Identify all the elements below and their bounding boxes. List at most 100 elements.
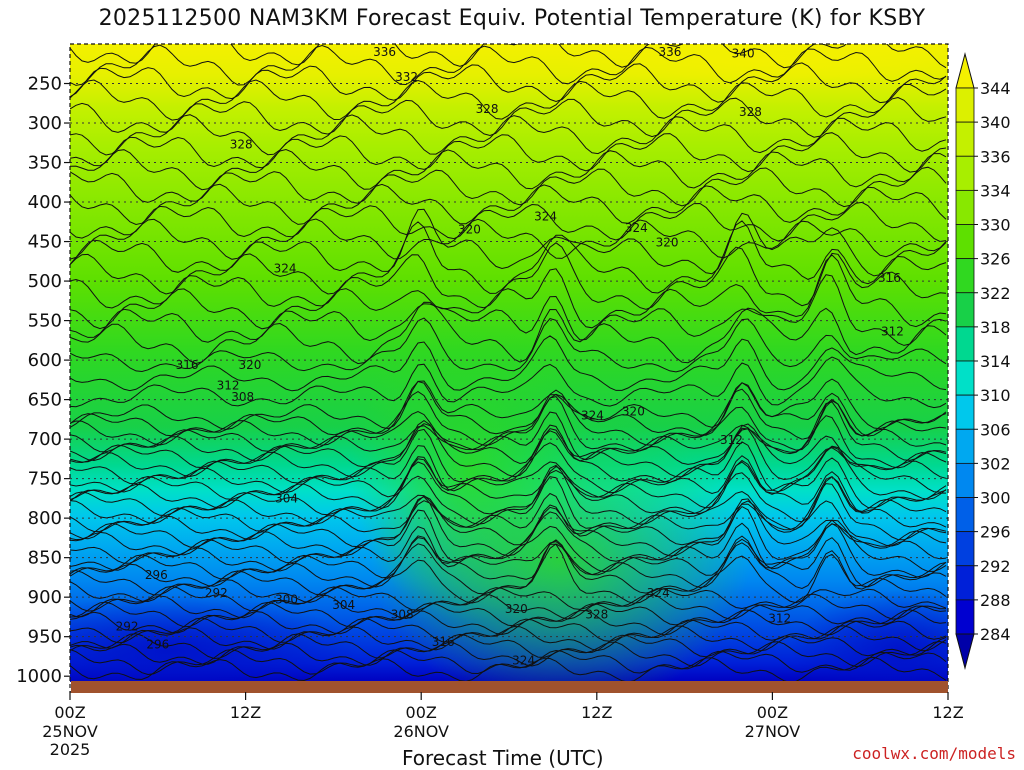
colorbar-label: 300 [980,489,1011,508]
y-tick-label-500: 500 [28,271,62,292]
colorbar-labels: 344 340 336 334 330 326 322 318 314 310 306 302 300 2… [974,79,1011,644]
colorbar-swatch [955,87,975,123]
contour-label: 308 [231,390,254,404]
contour-label: 312 [768,612,791,626]
contour-line [70,79,947,121]
contour-line [70,96,947,138]
contour-line [70,208,947,277]
colorbar-swatch [955,189,975,225]
contour-line [70,656,947,682]
x-tick-year-0: 2025 [50,740,91,759]
contour-label: 308 [391,608,414,622]
y-tick-label-400: 400 [28,192,62,213]
contour-label: 304 [275,491,298,505]
x-tick-label-5: 12Z [932,703,963,722]
contour-label: 320 [458,223,481,237]
colorbar-label: 318 [980,318,1011,337]
contour-line [70,317,947,373]
contour-lines [70,44,947,682]
contour-labels: 336 336 340 332 328 328 328 324 324 320 320 324 316 3… [116,45,904,667]
contour-line [70,114,947,156]
colorbar-label: 326 [980,250,1011,269]
y-tick-label-550: 550 [28,311,62,332]
contour-label: 312 [720,433,743,447]
y-tick-label-650: 650 [28,390,62,411]
contour-label: 320 [239,358,262,372]
contour-line [70,242,947,310]
contour-line [70,427,947,485]
contour-label: 328 [739,105,762,119]
contour-line [70,378,947,431]
y-tick-label-350: 350 [28,153,62,174]
contour-label: 320 [656,235,679,249]
colorbar-label: 306 [980,420,1011,439]
colorbar-swatch [955,428,975,464]
colorbar-label: 292 [980,557,1011,576]
colorbar-label: 284 [980,625,1011,644]
colorbar-label: 314 [980,352,1011,371]
colorbar-label: 302 [980,454,1011,473]
y-axis: 250 300 350 400 450 500 550 600 650 700 750 800 850 9… [16,74,70,687]
contour-line [70,461,947,516]
contour-label: 296 [145,568,168,582]
colorbar-label: 334 [980,181,1011,200]
contour-line [70,380,947,437]
colorbar-label: 310 [980,386,1011,405]
colorbar-swatch [955,531,975,567]
credit-link[interactable]: coolwx.com/models [852,744,1016,763]
contour-line [70,633,947,660]
contour-label: 292 [205,586,228,600]
contour-line [70,44,947,69]
y-tick-label-450: 450 [28,232,62,253]
contour-line [70,609,947,636]
contour-line [70,483,947,541]
x-tick-label-1: 12Z [230,703,261,722]
colorbar-swatch [955,599,975,635]
contour-line [70,648,947,676]
x-tick-label-4: 00Z [757,703,788,722]
colorbar-swatch [955,224,975,260]
colorbar-swatches [955,52,975,670]
contour-label: 324 [625,221,648,235]
contour-label: 328 [230,137,253,151]
contour-label: 312 [881,325,904,339]
colorbar-top-arrow [955,52,975,89]
contour-line [70,274,947,346]
y-tick-label-950: 950 [28,627,62,648]
warm-top-right [560,44,948,90]
y-tick-label-700: 700 [28,429,62,450]
x-tick-label-0: 00Z [54,703,85,722]
colorbar-label: 296 [980,523,1011,542]
y-tick-label-850: 850 [28,548,62,569]
contour-label: 336 [373,45,396,59]
contour-label: 328 [476,102,499,116]
x-tick-label-3: 12Z [581,703,612,722]
contour-line [70,166,947,208]
colorbar-label: 288 [980,591,1011,610]
colorbar-swatch [955,121,975,157]
contour-line [70,601,947,628]
colorbar-swatch [955,497,975,533]
colorbar-swatch [955,360,975,396]
contour-label: 320 [505,602,528,616]
contour-line [70,356,947,409]
x-tick-date-2: 26NOV [393,722,449,741]
contour-label: 304 [332,598,355,612]
contour-line [70,543,947,604]
contour-label: 332 [395,70,418,84]
contour-label: 324 [647,586,670,600]
contour-line [70,148,947,191]
colorbar-label: 330 [980,216,1011,235]
contour-line [70,522,947,580]
warm-core-mid-2 [350,320,590,620]
contour-label: 336 [659,45,682,59]
chart-title: 2025112500 NAM3KM Forecast Equiv. Potent… [98,6,926,31]
contour-label: 328 [585,608,608,622]
contour-line [70,617,947,644]
contour-line [70,388,947,446]
contour-line [70,62,947,104]
colorbar-label: 336 [980,147,1011,166]
terrain-strip [71,681,948,693]
contour-line [70,335,947,392]
y-tick-label-800: 800 [28,508,62,529]
